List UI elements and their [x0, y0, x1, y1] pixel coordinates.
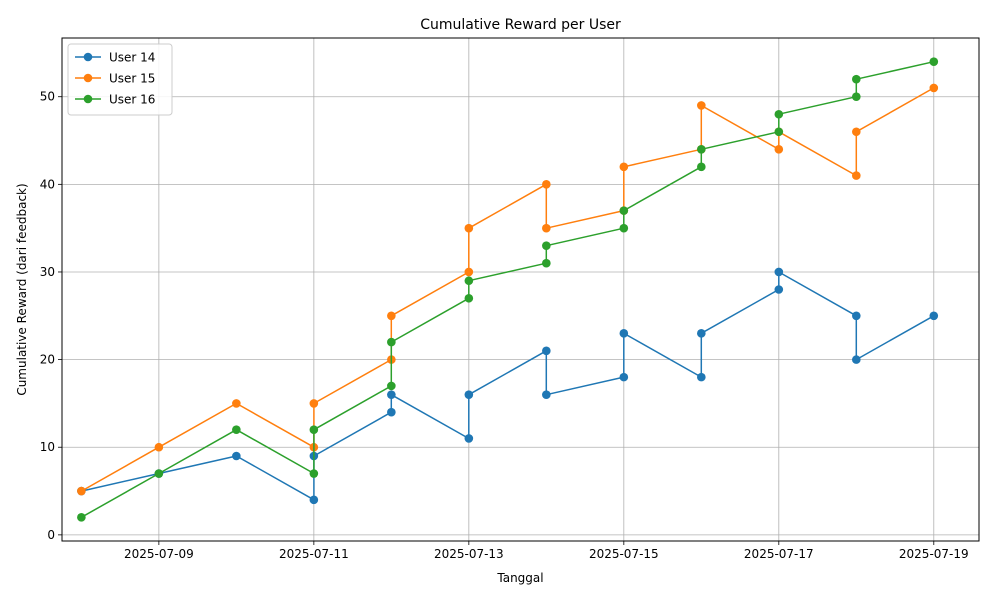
y-axis-ticks: 0 10 20 30 40 50 — [40, 90, 62, 542]
chart-title: Cumulative Reward per User — [420, 17, 621, 33]
data-point-user-16 — [542, 241, 551, 250]
data-point-user-16 — [309, 425, 319, 435]
x-tick-label: 2025-07-17 — [744, 547, 814, 561]
data-point-user-16 — [619, 223, 629, 233]
data-point-user-14 — [464, 390, 474, 399]
data-point-user-16 — [697, 144, 706, 154]
data-point-user-16 — [774, 109, 784, 119]
legend-box — [67, 43, 173, 116]
x-tick-label: 2025-07-19 — [899, 547, 969, 561]
series-layer — [77, 57, 939, 522]
data-point-user-16 — [387, 337, 396, 347]
legend-marker — [83, 94, 93, 104]
data-point-user-15 — [852, 171, 861, 180]
data-point-user-14 — [774, 285, 784, 294]
data-point-user-14 — [387, 407, 396, 417]
data-point-user-16 — [619, 206, 629, 215]
data-point-user-14 — [542, 346, 551, 356]
data-point-user-15 — [774, 144, 784, 154]
data-point-user-16 — [852, 92, 861, 102]
x-axis-ticks: 2025-07-09 2025-07-11 2025-07-13 2025-07-15… — [124, 541, 969, 561]
data-point-user-15 — [697, 101, 706, 110]
data-point-user-16 — [232, 425, 241, 435]
data-point-user-15 — [619, 162, 629, 172]
data-point-user-16 — [464, 276, 474, 286]
data-point-user-15 — [542, 223, 551, 233]
x-tick-label: 2025-07-15 — [589, 547, 659, 561]
data-point-user-16 — [154, 469, 164, 478]
legend-label: User 16 — [109, 93, 155, 107]
legend-label: User 15 — [109, 72, 155, 86]
data-point-user-15 — [232, 399, 241, 408]
data-point-user-15 — [154, 442, 164, 452]
data-point-user-15 — [464, 223, 474, 233]
x-tick-label: 2025-07-11 — [279, 547, 349, 561]
data-point-user-14 — [309, 495, 319, 505]
data-point-user-14 — [464, 434, 474, 443]
legend-item-user-16: User 16 — [75, 93, 155, 107]
series-user-16 — [77, 57, 939, 522]
data-point-user-16 — [542, 258, 551, 268]
data-point-user-16 — [852, 74, 861, 84]
x-tick-label: 2025-07-09 — [124, 547, 194, 561]
data-point-user-14 — [697, 372, 706, 382]
data-point-user-14 — [852, 311, 861, 321]
data-point-user-16 — [387, 381, 396, 391]
data-point-user-14 — [697, 329, 706, 338]
data-point-user-16 — [309, 469, 319, 478]
data-point-user-16 — [929, 57, 939, 66]
data-point-user-16 — [774, 127, 784, 137]
data-point-user-15 — [77, 486, 86, 496]
legend: User 14 User 15 User 16 — [67, 43, 173, 116]
data-point-user-14 — [619, 329, 629, 338]
data-point-user-14 — [929, 311, 939, 321]
data-point-user-14 — [619, 372, 629, 382]
legend-marker — [83, 52, 93, 62]
x-axis-title: Tanggal — [496, 571, 543, 585]
data-point-user-16 — [697, 162, 706, 172]
data-point-user-14 — [542, 390, 551, 399]
data-point-user-16 — [464, 293, 474, 303]
data-point-user-15 — [464, 267, 474, 277]
legend-item-user-15: User 15 — [75, 72, 155, 86]
data-point-user-15 — [542, 180, 551, 189]
data-point-user-14 — [774, 267, 784, 277]
data-point-user-15 — [387, 311, 396, 321]
y-tick-label: 20 — [40, 353, 55, 367]
y-tick-label: 10 — [40, 440, 55, 454]
y-tick-label: 40 — [40, 177, 55, 191]
data-point-user-15 — [929, 83, 939, 93]
data-point-user-15 — [309, 399, 319, 408]
data-point-user-15 — [852, 127, 861, 137]
y-tick-label: 30 — [40, 265, 55, 279]
data-point-user-14 — [852, 355, 861, 364]
plot-frame — [61, 37, 980, 542]
legend-item-user-14: User 14 — [75, 51, 155, 65]
data-point-user-16 — [77, 513, 86, 522]
y-axis-title: Cumulative Reward (dari feedback) — [15, 183, 29, 395]
legend-marker — [83, 73, 93, 83]
y-tick-label: 50 — [40, 90, 55, 104]
y-tick-label: 0 — [47, 528, 55, 542]
data-point-user-14 — [387, 390, 396, 399]
x-tick-label: 2025-07-13 — [434, 547, 504, 561]
legend-label: User 14 — [109, 51, 155, 65]
data-point-user-14 — [232, 451, 241, 461]
